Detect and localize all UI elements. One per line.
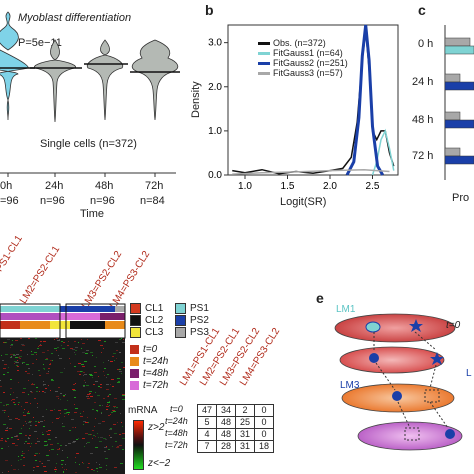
panel-a-pvalue: P=5e−11 xyxy=(18,37,62,49)
x-tick-label: 1.5 xyxy=(281,181,295,192)
legend-label: PS2 xyxy=(190,315,209,326)
legend-item: t=0 xyxy=(130,344,157,355)
x-tick-label: 1.0 xyxy=(238,181,252,192)
legend-item: t=24h xyxy=(130,356,168,367)
legend-swatch xyxy=(258,51,270,55)
legend-item: FitGauss1 (n=64) xyxy=(258,48,343,58)
y-tick-label: 3.0 xyxy=(208,38,222,49)
legend-label: FitGauss2 (n=251) xyxy=(273,58,348,68)
matrix-cell: 18 xyxy=(254,440,274,453)
legend-swatch xyxy=(130,357,139,366)
y-tick-label: 2.0 xyxy=(208,82,222,93)
table-row: 5 48 25 0 xyxy=(197,416,274,429)
legend-swatch xyxy=(130,345,139,354)
panel-c-xlabel: Pro xyxy=(452,192,470,204)
matrix-row-label: t=24h xyxy=(165,416,188,426)
tick-label-24h: 24h xyxy=(45,180,64,192)
y-tick-label: 0.0 xyxy=(208,170,222,181)
t0-label: t=0 xyxy=(446,320,461,331)
mrna-high-label: z>2 xyxy=(148,422,165,433)
legend-label: t=24h xyxy=(143,356,169,367)
legend-label: CL1 xyxy=(145,303,164,314)
mrna-low-label: z<−2 xyxy=(148,458,171,469)
legend-swatch xyxy=(258,61,270,65)
legend-item: PS1 xyxy=(175,303,209,314)
table-row: 47 34 2 0 xyxy=(197,404,274,417)
legend-label: Obs. (n=372) xyxy=(273,38,326,48)
legend-swatch xyxy=(175,303,186,314)
legend-item: t=48h xyxy=(130,368,168,379)
panel-b-xlabel: Logit(SR) xyxy=(280,196,327,208)
count-0h: =96 xyxy=(0,195,19,207)
matrix-cell: 31 xyxy=(235,440,255,453)
legend-item: FitGauss3 (n=57) xyxy=(258,68,343,78)
mrna-colorbar xyxy=(133,420,144,470)
tick-label-72h: 72h xyxy=(145,180,164,192)
legend-item: CL3 xyxy=(130,327,163,338)
legend-label: PS1 xyxy=(190,303,209,314)
matrix-row-label: t=72h xyxy=(165,440,188,450)
series-line-3 xyxy=(232,168,390,175)
count-48h: n=96 xyxy=(90,195,115,207)
matrix-row-label: t=48h xyxy=(165,428,188,438)
panel-a-title: Myoblast differentiation xyxy=(18,12,132,24)
lm3-label: LM3 xyxy=(340,380,360,391)
legend-label: CL3 xyxy=(145,327,164,338)
legend-swatch xyxy=(130,369,139,378)
bar-label-48h: 48 h xyxy=(412,114,434,126)
legend-label: t=0 xyxy=(143,344,158,355)
legend-item: PS3 xyxy=(175,327,209,338)
legend-label: FitGauss1 (n=64) xyxy=(273,48,343,58)
table-row: 7 28 31 18 xyxy=(197,440,274,453)
bar-label-24h: 24 h xyxy=(412,76,434,88)
legend-label: t=48h xyxy=(143,368,169,379)
bar-label-0h: 0 h xyxy=(418,38,434,50)
legend-item: PS2 xyxy=(175,315,209,326)
series-line-2 xyxy=(345,24,384,176)
panel-c-letter: c xyxy=(418,2,426,18)
matrix-cell: 28 xyxy=(216,440,236,453)
table-row: 4 48 31 0 xyxy=(197,428,274,441)
legend-swatch xyxy=(130,381,139,390)
bar-label-72h: 72 h xyxy=(412,150,434,162)
legend-item: CL1 xyxy=(130,303,163,314)
legend-swatch xyxy=(175,327,186,338)
legend-item: t=72h xyxy=(130,380,168,391)
y-tick-label: 1.0 xyxy=(208,126,222,137)
panel-e-letter: e xyxy=(316,290,324,306)
legend-swatch xyxy=(175,315,186,326)
panel-a-single-cells: Single cells (n=372) xyxy=(40,138,137,150)
legend-label: FitGauss3 (n=57) xyxy=(273,68,343,78)
tick-label-0h: 0h xyxy=(0,180,13,192)
tick-label-48h: 48h xyxy=(95,180,114,192)
legend-item: CL2 xyxy=(130,315,163,326)
legend-label: PS3 xyxy=(190,327,209,338)
legend-swatch xyxy=(130,327,141,338)
matrix-table: 47 34 2 0 5 48 25 0 4 48 31 0 7 28 31 xyxy=(197,404,274,453)
matrix-cell: 0 xyxy=(254,416,274,429)
legend-item: Obs. (n=372) xyxy=(258,38,326,48)
matrix-row-label: t=0 xyxy=(170,404,183,414)
x-tick-label: 2.5 xyxy=(366,181,380,192)
count-72h: n=84 xyxy=(140,195,165,207)
panel-b-letter: b xyxy=(205,2,214,18)
legend-swatch xyxy=(130,303,141,314)
lm1-label: LM1 xyxy=(336,304,356,315)
legend-swatch xyxy=(130,315,141,326)
legend-swatch xyxy=(258,71,270,75)
x-tick-label: 2.0 xyxy=(323,181,337,192)
panel-a-xlabel: Time xyxy=(80,208,105,220)
count-24h: n=96 xyxy=(40,195,65,207)
legend-label: CL2 xyxy=(145,315,164,326)
legend-swatch xyxy=(258,41,270,45)
legend-label: t=72h xyxy=(143,380,169,391)
mrna-label: mRNA xyxy=(128,405,158,416)
legend-item: FitGauss2 (n=251) xyxy=(258,58,348,68)
lm-truncated-label: L xyxy=(466,368,472,379)
